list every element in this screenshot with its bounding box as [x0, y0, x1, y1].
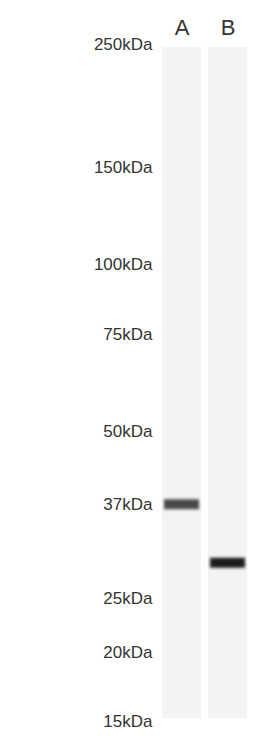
svg-text:100kDa: 100kDa	[94, 255, 153, 274]
svg-text:50kDa: 50kDa	[103, 422, 153, 441]
svg-text:A: A	[175, 15, 190, 40]
svg-text:20kDa: 20kDa	[103, 643, 153, 662]
svg-text:75kDa: 75kDa	[103, 325, 153, 344]
svg-text:250kDa: 250kDa	[94, 35, 153, 54]
svg-text:150kDa: 150kDa	[94, 158, 153, 177]
svg-text:15kDa: 15kDa	[103, 712, 153, 731]
svg-text:37kDa: 37kDa	[103, 495, 153, 514]
svg-text:B: B	[221, 15, 236, 40]
svg-text:25kDa: 25kDa	[103, 589, 153, 608]
